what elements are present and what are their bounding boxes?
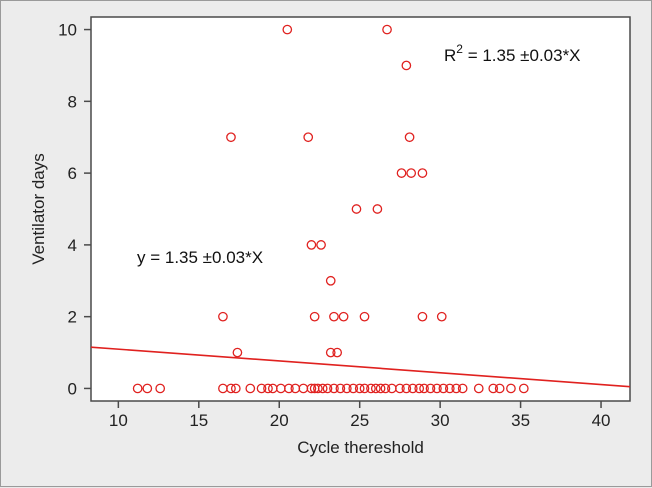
data-point bbox=[284, 383, 294, 394]
data-point bbox=[494, 383, 505, 394]
data-point bbox=[404, 132, 415, 143]
data-point bbox=[401, 383, 412, 394]
regression-line-group bbox=[90, 346, 631, 388]
data-point bbox=[316, 240, 326, 250]
data-point bbox=[232, 347, 243, 358]
data-point bbox=[359, 311, 370, 322]
data-point bbox=[256, 383, 267, 394]
data-point bbox=[325, 347, 336, 358]
x-axis-ticks: 10 15 20 25 30 35 40 bbox=[109, 401, 611, 430]
x-tick-label: 40 bbox=[592, 411, 611, 430]
data-point bbox=[366, 383, 376, 394]
regression-line bbox=[90, 346, 631, 388]
data-point bbox=[329, 383, 339, 394]
data-point bbox=[338, 311, 349, 322]
data-point bbox=[401, 60, 412, 71]
y-tick-label: 2 bbox=[68, 308, 77, 327]
data-point bbox=[457, 383, 468, 394]
data-point bbox=[226, 132, 236, 143]
data-point bbox=[329, 311, 339, 322]
data-point bbox=[142, 383, 153, 394]
data-point bbox=[348, 383, 359, 394]
data-point bbox=[438, 383, 449, 394]
data-point bbox=[436, 311, 447, 322]
data-point bbox=[309, 311, 320, 322]
data-point bbox=[406, 168, 417, 178]
x-tick-label: 25 bbox=[350, 411, 369, 430]
data-point bbox=[317, 383, 328, 394]
data-point bbox=[370, 383, 381, 394]
r-squared-formula: = 1.35 ±0.03*X bbox=[463, 46, 581, 65]
data-point bbox=[359, 383, 370, 394]
x-axis-title: Cycle thereshold bbox=[297, 438, 424, 457]
data-point bbox=[313, 383, 323, 394]
data-point bbox=[354, 383, 365, 394]
data-point bbox=[335, 383, 346, 394]
r-squared-base: R bbox=[444, 46, 456, 65]
data-point bbox=[444, 383, 455, 394]
data-point bbox=[263, 383, 273, 394]
data-point bbox=[488, 383, 499, 394]
y-tick-label: 0 bbox=[68, 379, 77, 398]
data-point bbox=[395, 383, 405, 394]
x-tick-label: 20 bbox=[270, 411, 289, 430]
x-tick-label: 10 bbox=[109, 411, 128, 430]
data-point bbox=[419, 383, 429, 394]
data-point bbox=[351, 204, 362, 214]
r-squared-annotation: R2 = 1.35 ±0.03*X bbox=[444, 42, 581, 65]
x-tick-label: 35 bbox=[511, 411, 530, 430]
data-point bbox=[407, 383, 418, 394]
data-point bbox=[230, 383, 241, 394]
data-point bbox=[332, 347, 343, 358]
data-point bbox=[451, 383, 462, 394]
y-axis-ticks: 0 2 4 6 8 10 bbox=[58, 21, 91, 398]
data-point bbox=[372, 204, 383, 214]
r-squared-superscript: 2 bbox=[456, 42, 463, 56]
equation-annotation: y = 1.35 ±0.03*X bbox=[137, 248, 263, 267]
data-point bbox=[375, 383, 386, 394]
data-point bbox=[226, 383, 236, 394]
data-point bbox=[155, 383, 166, 394]
data-point bbox=[132, 383, 143, 394]
y-tick-label: 4 bbox=[68, 236, 77, 255]
data-point bbox=[417, 168, 428, 178]
data-point bbox=[325, 275, 336, 286]
data-points bbox=[132, 24, 529, 394]
data-point bbox=[432, 383, 442, 394]
data-point bbox=[425, 383, 436, 394]
data-point bbox=[473, 383, 484, 394]
y-axis-title: Ventilator days bbox=[29, 153, 48, 265]
data-point bbox=[518, 383, 529, 394]
y-tick-label: 8 bbox=[68, 92, 77, 111]
data-point bbox=[414, 383, 425, 394]
data-point bbox=[417, 311, 428, 322]
data-point bbox=[306, 240, 317, 250]
y-tick-label: 10 bbox=[58, 21, 77, 40]
data-point bbox=[282, 24, 293, 35]
data-point bbox=[396, 168, 407, 178]
data-point bbox=[218, 311, 228, 322]
x-tick-label: 15 bbox=[189, 411, 208, 430]
data-point bbox=[506, 383, 516, 394]
x-tick-label: 30 bbox=[431, 411, 450, 430]
data-point bbox=[322, 383, 333, 394]
data-point bbox=[382, 24, 392, 35]
data-point bbox=[303, 132, 314, 143]
data-point bbox=[380, 383, 391, 394]
data-point bbox=[306, 383, 317, 394]
data-point bbox=[341, 383, 352, 394]
data-point bbox=[245, 383, 256, 394]
y-tick-label: 6 bbox=[68, 164, 77, 183]
